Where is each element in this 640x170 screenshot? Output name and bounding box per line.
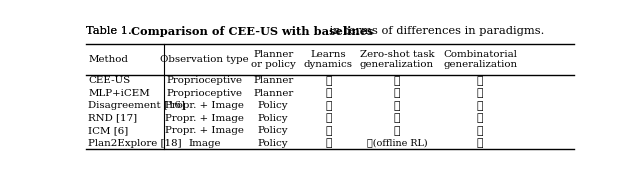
Text: Plan2Explore [18]: Plan2Explore [18]	[88, 139, 182, 148]
Text: ✓(offline RL): ✓(offline RL)	[367, 139, 428, 148]
Text: Table 1.: Table 1.	[86, 26, 135, 36]
Text: Propr. + Image: Propr. + Image	[165, 101, 244, 110]
Text: Planner: Planner	[253, 76, 293, 86]
Text: CEE-US: CEE-US	[88, 76, 131, 86]
Text: Proprioceptive: Proprioceptive	[166, 89, 243, 98]
Text: ✓: ✓	[325, 138, 332, 148]
Text: Image: Image	[188, 139, 221, 148]
Text: ✗: ✗	[325, 113, 332, 123]
Text: Propr. + Image: Propr. + Image	[165, 114, 244, 123]
Text: Policy: Policy	[258, 126, 289, 135]
Text: ✓: ✓	[477, 76, 484, 86]
Text: ✗: ✗	[477, 126, 484, 136]
Text: ✓: ✓	[325, 101, 332, 111]
Text: Proprioceptive: Proprioceptive	[166, 76, 243, 86]
Text: Zero-shot task
generalization: Zero-shot task generalization	[360, 50, 435, 69]
Text: ✗: ✗	[394, 101, 400, 111]
Text: ✓: ✓	[325, 88, 332, 98]
Text: Comparison of CEE-US with baselines: Comparison of CEE-US with baselines	[131, 26, 373, 37]
Text: Policy: Policy	[258, 114, 289, 123]
Text: Method: Method	[88, 55, 128, 64]
Text: ✓: ✓	[325, 126, 332, 136]
Text: MLP+iCEM: MLP+iCEM	[88, 89, 150, 98]
Text: Policy: Policy	[258, 139, 289, 148]
Text: ✓: ✓	[394, 76, 400, 86]
Text: ✗: ✗	[477, 113, 484, 123]
Text: ✗: ✗	[477, 101, 484, 111]
Text: Combinatorial
generalization: Combinatorial generalization	[444, 50, 517, 69]
Text: ✗: ✗	[477, 88, 484, 98]
Text: Observation type: Observation type	[160, 55, 249, 64]
Text: Propr. + Image: Propr. + Image	[165, 126, 244, 135]
Text: ICM [6]: ICM [6]	[88, 126, 129, 135]
Text: in terms of differences in paradigms.: in terms of differences in paradigms.	[326, 26, 545, 36]
Text: Learns
dynamics: Learns dynamics	[304, 50, 353, 69]
Text: ✓: ✓	[394, 88, 400, 98]
Text: ✗: ✗	[477, 138, 484, 148]
Text: ✗: ✗	[394, 113, 400, 123]
Text: Disagreement [16]: Disagreement [16]	[88, 101, 186, 110]
Text: ✗: ✗	[394, 126, 400, 136]
Text: Table 1.: Table 1.	[86, 26, 135, 36]
Text: Planner
or policy: Planner or policy	[251, 50, 296, 69]
Text: Planner: Planner	[253, 89, 293, 98]
Text: Policy: Policy	[258, 101, 289, 110]
Text: ✓: ✓	[325, 76, 332, 86]
Text: RND [17]: RND [17]	[88, 114, 138, 123]
